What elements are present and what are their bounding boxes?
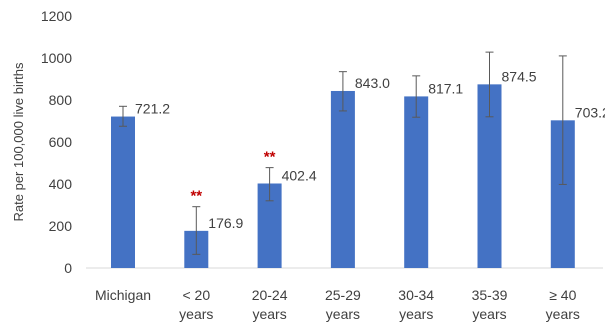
data-label: 703.2: [575, 104, 605, 120]
data-label: 843.0: [355, 75, 390, 91]
category-label: years: [326, 306, 360, 322]
category-labels: Michigan < 20 years 20-24 years 25-29 years 30-…: [95, 287, 580, 322]
bar: [331, 91, 355, 268]
y-tick-label: 800: [49, 92, 73, 108]
significance-marker: **: [190, 188, 202, 205]
category-label: years: [399, 306, 433, 322]
category-label: 35-39: [472, 287, 508, 303]
bar: [404, 96, 428, 268]
y-axis-title: Rate per 100,000 live births: [11, 62, 26, 221]
category-label: years: [546, 306, 580, 322]
category-label: Michigan: [95, 287, 151, 303]
bar-series: [111, 84, 575, 268]
category-label: 30-34: [398, 287, 434, 303]
significance-marker: **: [264, 149, 276, 166]
y-axis-title-group: Rate per 100,000 live births: [11, 62, 26, 221]
y-tick-label: 600: [49, 134, 73, 150]
bar: [111, 117, 135, 268]
data-label: 402.4: [282, 167, 317, 183]
data-label: 176.9: [208, 215, 243, 231]
category-label: 25-29: [325, 287, 361, 303]
data-label: 817.1: [428, 80, 463, 96]
data-label: 721.2: [135, 101, 170, 117]
y-tick-label: 1200: [41, 8, 72, 24]
category-label: 20-24: [252, 287, 288, 303]
category-label: years: [179, 306, 213, 322]
y-tick-labels: 0 200 400 600 800 1000 1200: [41, 8, 72, 276]
data-label: 874.5: [502, 68, 537, 84]
category-label: ≥ 40: [549, 287, 576, 303]
y-tick-label: 200: [49, 218, 73, 234]
y-tick-label: 1000: [41, 50, 72, 66]
category-label: < 20: [182, 287, 210, 303]
y-tick-label: 0: [64, 260, 72, 276]
y-tick-label: 400: [49, 176, 73, 192]
category-label: years: [252, 306, 286, 322]
value-labels: 721.2 176.9 402.4 843.0 817.1 874.5 703.2: [135, 68, 605, 230]
category-label: years: [472, 306, 506, 322]
